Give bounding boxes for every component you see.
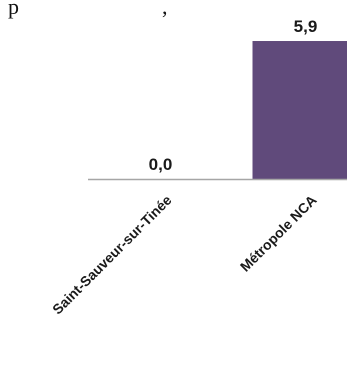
x-tick-label-0: Saint-Sauveur-sur-Tinée <box>49 192 175 318</box>
data-label-1: 5,9 <box>294 17 318 36</box>
x-tick-label-1: Métropole NCA <box>237 192 320 275</box>
bar-1 <box>252 41 347 179</box>
data-label-0: 0,0 <box>149 155 173 174</box>
chart-marks: 0,0 Saint-Sauveur-sur-Tinée 5,9 Métropole N… <box>49 17 347 317</box>
header-text-fragment: p ́ , <box>8 0 168 19</box>
